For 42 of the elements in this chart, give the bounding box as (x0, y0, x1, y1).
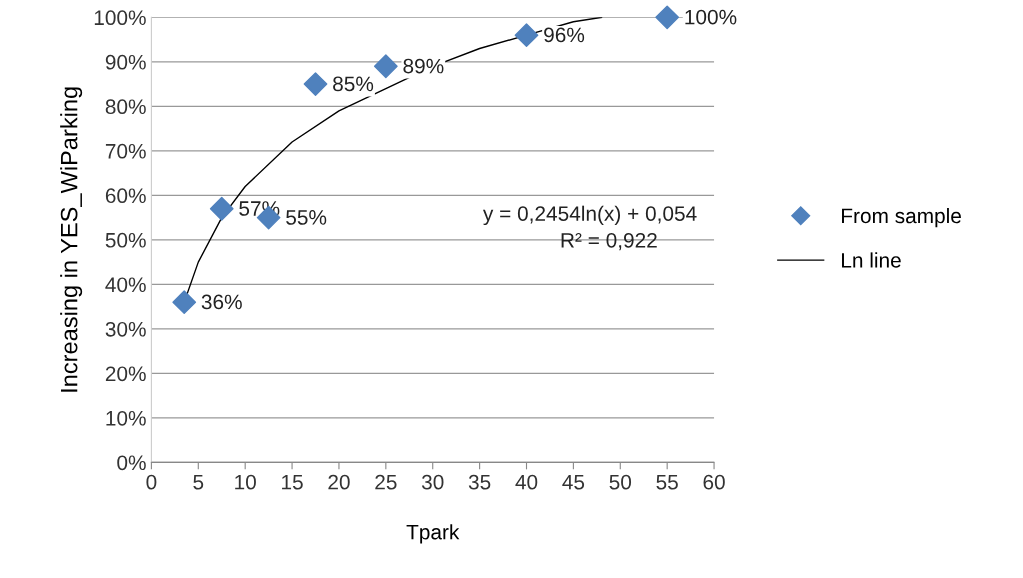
annotation: y = 0,2454ln(x) + 0,054 (482, 205, 697, 226)
x-tick-label: 10 (235, 474, 256, 490)
legend-label: Ln line (842, 252, 901, 268)
y-tick-label: 100% (94, 10, 146, 26)
data-label: 89% (403, 58, 444, 74)
y-tick-label: 40% (105, 277, 146, 293)
y-tick-label: 20% (105, 366, 146, 382)
x-tick-label: 15 (282, 474, 303, 490)
y-tick-label: 80% (105, 99, 146, 115)
annotation: R² = 0,922 (561, 232, 657, 251)
x-tick-label: 30 (421, 474, 444, 490)
point (514, 23, 539, 48)
y-tick-label: 10% (106, 410, 146, 426)
y-tick-label: 90% (105, 54, 146, 70)
x-tick-label: 25 (375, 474, 397, 490)
y-tick-label: 50% (105, 232, 146, 248)
x-tick-label: 0 (146, 474, 157, 490)
point (373, 54, 398, 79)
x-tick-label: 50 (609, 474, 632, 490)
data-label: 96% (544, 27, 585, 43)
point (655, 5, 680, 30)
x-tick-label: 5 (193, 474, 204, 490)
data-label: 100% (685, 9, 737, 25)
y-tick-label: 30% (105, 321, 146, 337)
y-axis-title: Increasing in YES_WiParking (60, 87, 83, 392)
x-tick-label: 40 (515, 474, 538, 490)
data-label: 36% (201, 294, 242, 310)
data-label: 85% (333, 76, 374, 92)
y-tick-label: 0% (117, 455, 146, 471)
y-tick-label: 70% (105, 143, 146, 159)
data-label: 55% (286, 210, 327, 225)
point (303, 72, 328, 96)
point (209, 196, 234, 221)
x-axis-title: Tpark (406, 524, 460, 544)
x-tick-label: 55 (656, 474, 678, 490)
x-tick-label: 35 (468, 474, 491, 490)
point (172, 290, 197, 315)
x-tick-label: 45 (562, 474, 585, 490)
x-tick-label: 60 (703, 474, 725, 490)
x-tick-label: 20 (328, 474, 350, 490)
y-tick-label: 60% (105, 188, 146, 204)
legend-label: From sample (842, 207, 961, 228)
